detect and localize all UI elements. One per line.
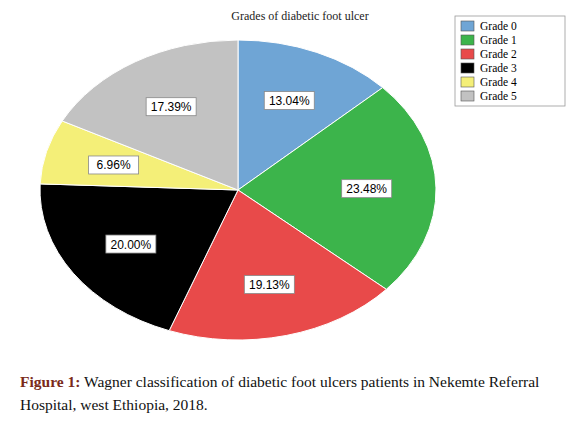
data-label-box: [264, 92, 314, 110]
legend-swatch: [461, 49, 474, 59]
data-label: 23.48%: [346, 182, 387, 196]
caption-label: Figure 1:: [20, 373, 80, 390]
data-label: 20.00%: [111, 238, 152, 252]
legend: Grade 0 Grade 1 Grade 2 Grade 3 Grade 4 Grade…: [455, 16, 565, 106]
data-label-box: [89, 156, 139, 174]
data-label-box: [146, 98, 196, 116]
caption: Figure 1: Wagner classification of diabe…: [20, 370, 565, 416]
slice: [62, 40, 238, 190]
data-label-box: [244, 276, 294, 294]
pie: [40, 40, 436, 340]
legend-swatch: [461, 35, 474, 45]
legend-label: Grade 4: [480, 76, 517, 88]
legend-label: Grade 2: [480, 48, 517, 60]
data-label: 17.39%: [151, 100, 192, 114]
legend-box: [455, 16, 565, 106]
legend-swatch: [461, 21, 474, 31]
data-label: 13.04%: [269, 94, 310, 108]
data-label-box: [106, 235, 156, 253]
legend-swatch: [461, 63, 474, 73]
legend-swatch: [461, 91, 474, 101]
legend-label: Grade 0: [480, 20, 517, 32]
legend-label: Grade 1: [480, 34, 517, 46]
legend-label: Grade 3: [480, 62, 517, 74]
slice: [40, 184, 238, 331]
data-label: 19.13%: [249, 278, 290, 292]
caption-text: Wagner classification of diabetic foot u…: [20, 373, 539, 413]
data-label-box: [342, 180, 392, 198]
data-labels: 13.04% 23.48% 19.13% 20.00% 6.96% 17.39%: [89, 92, 392, 294]
data-label: 6.96%: [97, 158, 131, 172]
legend-swatch: [461, 77, 474, 87]
legend-label: Grade 5: [480, 90, 517, 102]
chart: Grades of diabetic foot ulcer 13.04% 23.48…: [0, 0, 574, 365]
title: Grades of diabetic foot ulcer: [231, 9, 368, 23]
